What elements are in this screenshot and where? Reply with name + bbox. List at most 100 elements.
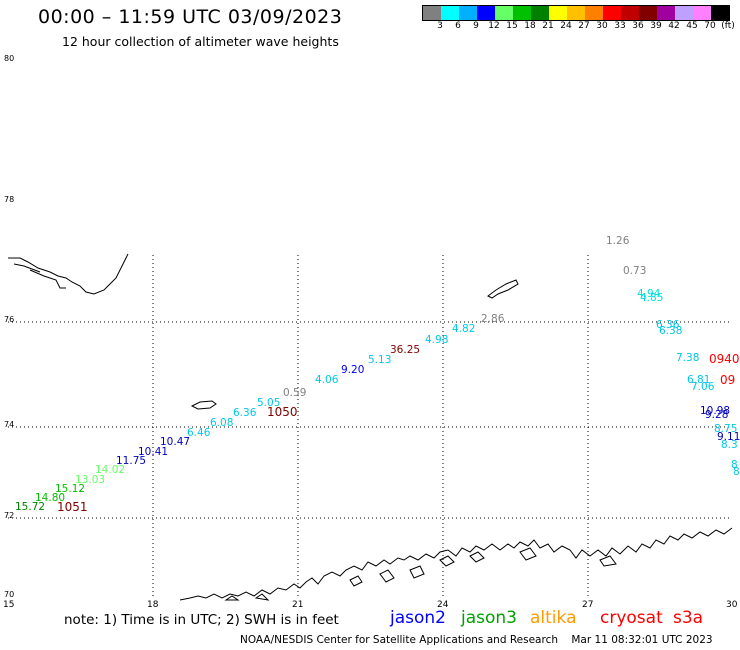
obs-label: 10.41 xyxy=(138,446,169,458)
lon-label-30: 30 xyxy=(726,600,738,610)
colorbar-label: 39 xyxy=(650,21,662,31)
colorbar-label: 36 xyxy=(632,21,644,31)
lon-label-15: 15 xyxy=(3,600,15,610)
colorbar-label: 15 xyxy=(506,21,518,31)
obs-label: 11.75 xyxy=(116,455,147,467)
obs-label: 2.86 xyxy=(481,313,505,325)
obs-label: 7.06 xyxy=(691,381,715,393)
obs-label: 1051 xyxy=(57,500,88,514)
colorbar-swatch xyxy=(657,6,675,20)
obs-label: 8.75 xyxy=(714,423,738,435)
lat-label-74: 74 xyxy=(4,420,15,429)
footer-credit: NOAA/NESDIS Center for Satellite Applica… xyxy=(240,634,713,646)
map-subtitle: 12 hour collection of altimeter wave hei… xyxy=(62,34,339,49)
colorbar-label: 9 xyxy=(473,21,479,31)
obs-label: 10.98 xyxy=(700,405,731,417)
colorbar-swatch xyxy=(531,6,549,20)
lat-label-78: 78 xyxy=(4,195,15,204)
obs-label: 4.98 xyxy=(425,334,449,346)
colorbar-swatch xyxy=(549,6,567,20)
colorbar-swatch xyxy=(495,6,513,20)
obs-label: 1.26 xyxy=(606,235,630,247)
colorbar-label: 45 xyxy=(686,21,698,31)
obs-label: 4.85 xyxy=(640,292,664,304)
credit-text: NOAA/NESDIS Center for Satellite Applica… xyxy=(240,634,558,646)
obs-label: 36.25 xyxy=(390,344,421,356)
obs-label: 13.03 xyxy=(75,474,106,486)
colorbar-label: 70 xyxy=(704,21,716,31)
obs-label: 0.73 xyxy=(623,265,647,277)
colorbar-label: 27 xyxy=(578,21,590,31)
obs-label: 0940 xyxy=(709,352,740,366)
satellite-cryosat: cryosat xyxy=(600,608,663,628)
lat-label-80: 80 xyxy=(4,54,15,63)
colorbar-swatch xyxy=(441,6,459,20)
obs-label: 9.11 xyxy=(717,431,740,443)
obs-label: 0.59 xyxy=(283,387,307,399)
lon-label-27: 27 xyxy=(582,600,594,610)
colorbar-swatch xyxy=(621,6,639,20)
obs-label: 6.36 xyxy=(656,319,680,331)
colorbar-label: 30 xyxy=(596,21,608,31)
timestamp-text: Mar 11 08:32:01 UTC 2023 xyxy=(571,634,713,646)
obs-label: 15.12 xyxy=(55,483,86,495)
lat-label-72: 72 xyxy=(4,511,15,520)
colorbar-swatch xyxy=(639,6,657,20)
coastline xyxy=(8,253,733,601)
obs-label: 5.05 xyxy=(257,397,281,409)
obs-label: 5.13 xyxy=(368,354,392,366)
wave-height-colorbar xyxy=(422,5,730,21)
satellite-jason2: jason2 xyxy=(390,608,446,628)
obs-label: 10.47 xyxy=(160,436,191,448)
colorbar-swatch xyxy=(711,6,729,20)
colorbar-label: 42 xyxy=(668,21,680,31)
colorbar-swatch xyxy=(567,6,585,20)
colorbar-swatch xyxy=(693,6,711,20)
obs-label: 1050 xyxy=(267,405,298,419)
colorbar-swatch xyxy=(423,6,441,20)
obs-label: 6.46 xyxy=(187,427,211,439)
satellite-jason3: jason3 xyxy=(461,608,517,628)
satellite-altika: altika xyxy=(530,608,577,628)
lat-label-76: 76 xyxy=(4,315,15,324)
colorbar-swatch xyxy=(477,6,495,20)
obs-label: 4.94 xyxy=(637,288,661,300)
colorbar-swatch xyxy=(513,6,531,20)
obs-label: 8 xyxy=(733,466,740,478)
colorbar-label: 6 xyxy=(455,21,461,31)
colorbar-swatch xyxy=(459,6,477,20)
colorbar-label: 18 xyxy=(524,21,536,31)
colorbar-label: 21 xyxy=(542,21,554,31)
map-title: 00:00 – 11:59 UTC 03/09/2023 xyxy=(38,6,343,28)
obs-label: 6.81 xyxy=(687,374,711,386)
colorbar-label: (ft) xyxy=(721,21,735,31)
obs-label: 4.06 xyxy=(315,374,339,386)
colorbar-label: 33 xyxy=(614,21,626,31)
lon-label-24: 24 xyxy=(437,600,449,610)
obs-label: 09 xyxy=(720,373,736,387)
colorbar-swatch xyxy=(603,6,621,20)
lat-label-70: 70 xyxy=(4,590,15,599)
obs-label: 4.82 xyxy=(452,323,476,335)
colorbar-labels: 3 6 9 12 15 18 21 24 27 30 33 36 39 42 45 70 (ft) xyxy=(422,21,735,33)
units-note: note: 1) Time is in UTC; 2) SWH is in fe… xyxy=(64,612,339,628)
lon-label-18: 18 xyxy=(147,600,159,610)
lon-label-21: 21 xyxy=(292,600,304,610)
colorbar-label: 3 xyxy=(437,21,443,31)
obs-label: 9.28 xyxy=(705,409,729,421)
colorbar-label: 24 xyxy=(560,21,572,31)
lat-grid xyxy=(8,321,732,519)
colorbar-swatch xyxy=(675,6,693,20)
colorbar-label: 12 xyxy=(488,21,500,31)
obs-label: 6.08 xyxy=(210,417,234,429)
obs-label: 7.38 xyxy=(676,352,700,364)
obs-label: 9.20 xyxy=(341,364,365,376)
obs-label: 8 xyxy=(731,459,738,471)
colorbar-swatch xyxy=(585,6,603,20)
obs-label: 6.38 xyxy=(659,325,683,337)
obs-label: 14.80 xyxy=(35,492,66,504)
obs-label: 8.3 xyxy=(721,439,738,451)
satellite-s3a: s3a xyxy=(673,608,704,628)
obs-label: 14.02 xyxy=(95,464,126,476)
